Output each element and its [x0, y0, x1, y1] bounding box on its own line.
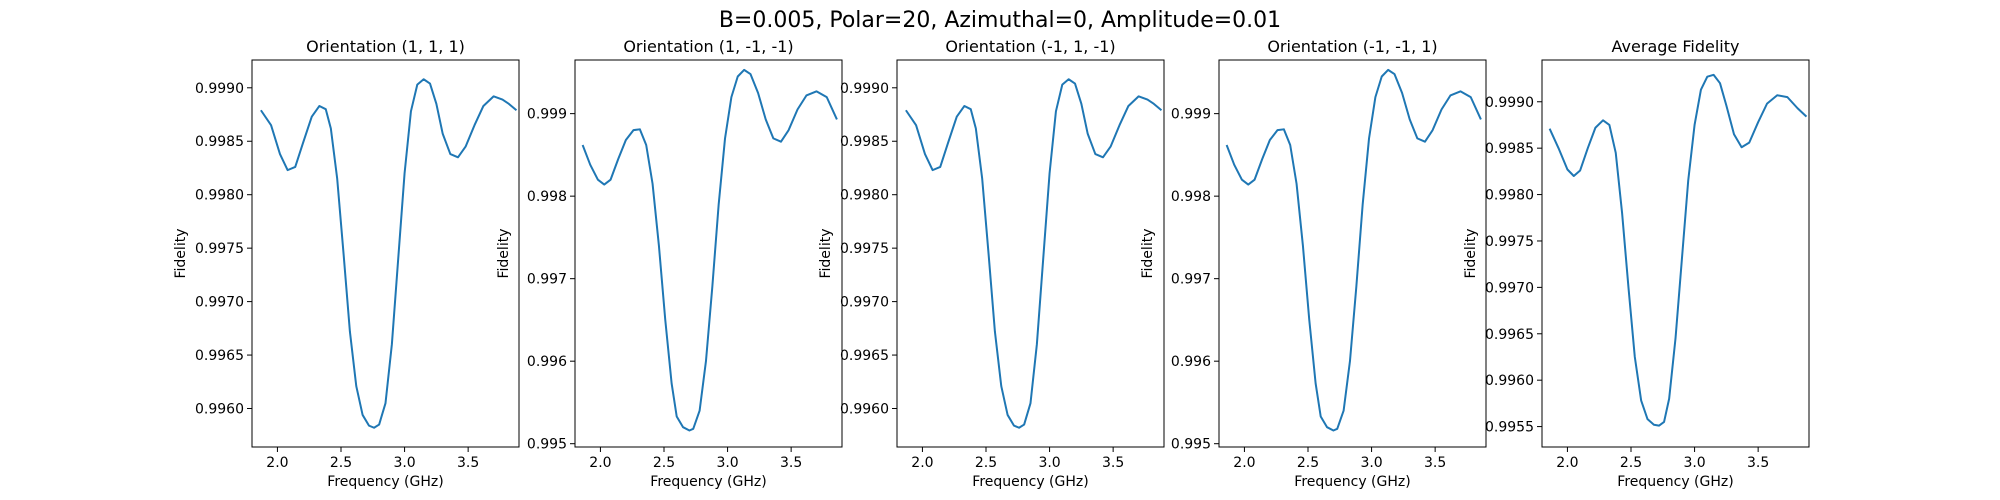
- fidelity-line: [905, 78, 1163, 429]
- y-axis-label: Fidelity: [818, 229, 834, 279]
- y-tick-label: 0.998: [1171, 189, 1211, 205]
- x-tick-label: 2.0: [1556, 455, 1578, 471]
- y-tick-label: 0.9965: [195, 348, 244, 364]
- subplots: Orientation (1, 1, 1) 2.0 2.5 3.0 3.5 0.9960 0…: [173, 37, 1810, 490]
- y-tick-label: 0.9980: [195, 188, 244, 204]
- x-tick-label: 2.5: [1620, 455, 1642, 471]
- x-tick-label: 2.0: [1233, 455, 1255, 471]
- y-tick-label: 0.9980: [840, 188, 889, 204]
- axes-frame: [1218, 59, 1487, 448]
- subplot-1: Orientation (1, 1, 1) 2.0 2.5 3.0 3.5 0.9960 0…: [173, 37, 520, 490]
- x-tick-label: 3.5: [1747, 455, 1769, 471]
- y-tick-label: 0.9985: [195, 134, 244, 150]
- y-tick-label: 0.9970: [840, 295, 889, 311]
- x-tick-label: 3.5: [780, 455, 802, 471]
- x-tick-label: 2.5: [1297, 455, 1319, 471]
- y-tick-label: 0.9990: [1485, 95, 1534, 111]
- y-tick-label: 0.995: [527, 437, 567, 453]
- fidelity-line: [260, 78, 518, 429]
- y-tick-label: 0.9980: [1485, 188, 1534, 204]
- fidelity-line: [1548, 73, 1808, 427]
- x-tick-label: 3.5: [1424, 455, 1446, 471]
- y-tick-label: 0.9965: [1485, 327, 1534, 343]
- y-tick-label: 0.999: [527, 107, 567, 123]
- y-tick-label: 0.996: [1171, 354, 1211, 370]
- x-tick-label: 2.0: [911, 455, 933, 471]
- subplot-2: Orientation (1, -1, -1) 2.0 2.5 3.0 3.5 0.995…: [496, 37, 843, 490]
- y-tick-label: 0.996: [527, 354, 567, 370]
- y-tick-label: 0.9975: [840, 241, 889, 257]
- subplot-title: Orientation (1, -1, -1): [623, 37, 793, 56]
- y-axis-label: Fidelity: [1140, 229, 1156, 279]
- subplot-title: Orientation (-1, -1, 1): [1267, 37, 1437, 56]
- subplot-3: Orientation (-1, 1, -1) 2.0 2.5 3.0 3.5 0.996…: [818, 37, 1165, 490]
- x-axis-label: Frequency (GHz): [327, 474, 443, 490]
- y-axis-label: Fidelity: [173, 229, 189, 279]
- y-tick-label: 0.9970: [1485, 280, 1534, 296]
- y-tick-label: 0.999: [1171, 107, 1211, 123]
- y-tick-label: 0.9975: [195, 241, 244, 257]
- figure-suptitle: B=0.005, Polar=20, Azimuthal=0, Amplitud…: [719, 8, 1281, 33]
- y-tick-label: 0.9975: [1485, 234, 1534, 250]
- x-tick-label: 3.0: [716, 455, 738, 471]
- y-tick-label: 0.998: [527, 189, 567, 205]
- y-tick-label: 0.9985: [840, 134, 889, 150]
- subplot-title: Average Fidelity: [1612, 37, 1740, 56]
- x-axis-label: Frequency (GHz): [1617, 474, 1733, 490]
- x-tick-label: 2.5: [653, 455, 675, 471]
- x-tick-label: 3.0: [393, 455, 415, 471]
- x-axis-label: Frequency (GHz): [1294, 474, 1410, 490]
- y-axis-label: Fidelity: [1463, 229, 1479, 279]
- x-tick-label: 2.0: [266, 455, 288, 471]
- x-tick-label: 3.0: [1360, 455, 1382, 471]
- x-tick-label: 2.5: [975, 455, 997, 471]
- axes-frame: [1541, 59, 1810, 448]
- subplot-title: Orientation (-1, 1, -1): [945, 37, 1115, 56]
- axes-frame: [574, 59, 843, 448]
- subplot-4: Orientation (-1, -1, 1) 2.0 2.5 3.0 3.5 0.995…: [1140, 37, 1487, 490]
- x-tick-label: 3.5: [1102, 455, 1124, 471]
- y-tick-label: 0.9970: [195, 295, 244, 311]
- y-tick-label: 0.9960: [840, 402, 889, 418]
- x-tick-label: 2.0: [589, 455, 611, 471]
- subplot-title: Orientation (1, 1, 1): [306, 37, 465, 56]
- axes-frame: [251, 59, 520, 448]
- x-tick-label: 3.0: [1038, 455, 1060, 471]
- y-axis-label: Fidelity: [496, 229, 512, 279]
- y-tick-label: 0.9985: [1485, 141, 1534, 157]
- y-tick-label: 0.9990: [840, 81, 889, 97]
- y-tick-label: 0.9965: [840, 348, 889, 364]
- fidelity-line: [1225, 68, 1482, 432]
- x-tick-label: 3.5: [457, 455, 479, 471]
- y-tick-label: 0.9960: [195, 402, 244, 418]
- x-tick-label: 3.0: [1683, 455, 1705, 471]
- y-tick-label: 0.9990: [195, 81, 244, 97]
- x-axis-label: Frequency (GHz): [650, 474, 766, 490]
- y-tick-label: 0.997: [1171, 272, 1211, 288]
- x-axis-label: Frequency (GHz): [972, 474, 1088, 490]
- y-tick-label: 0.9955: [1485, 420, 1534, 436]
- subplot-5: Average Fidelity 2.0 2.5 3.0 3.5 0.9955 0.9960…: [1463, 37, 1810, 490]
- y-tick-label: 0.995: [1171, 437, 1211, 453]
- y-tick-label: 0.997: [527, 272, 567, 288]
- axes-frame: [896, 59, 1165, 448]
- fidelity-line: [581, 68, 838, 432]
- x-tick-label: 2.5: [330, 455, 352, 471]
- y-tick-label: 0.9960: [1485, 373, 1534, 389]
